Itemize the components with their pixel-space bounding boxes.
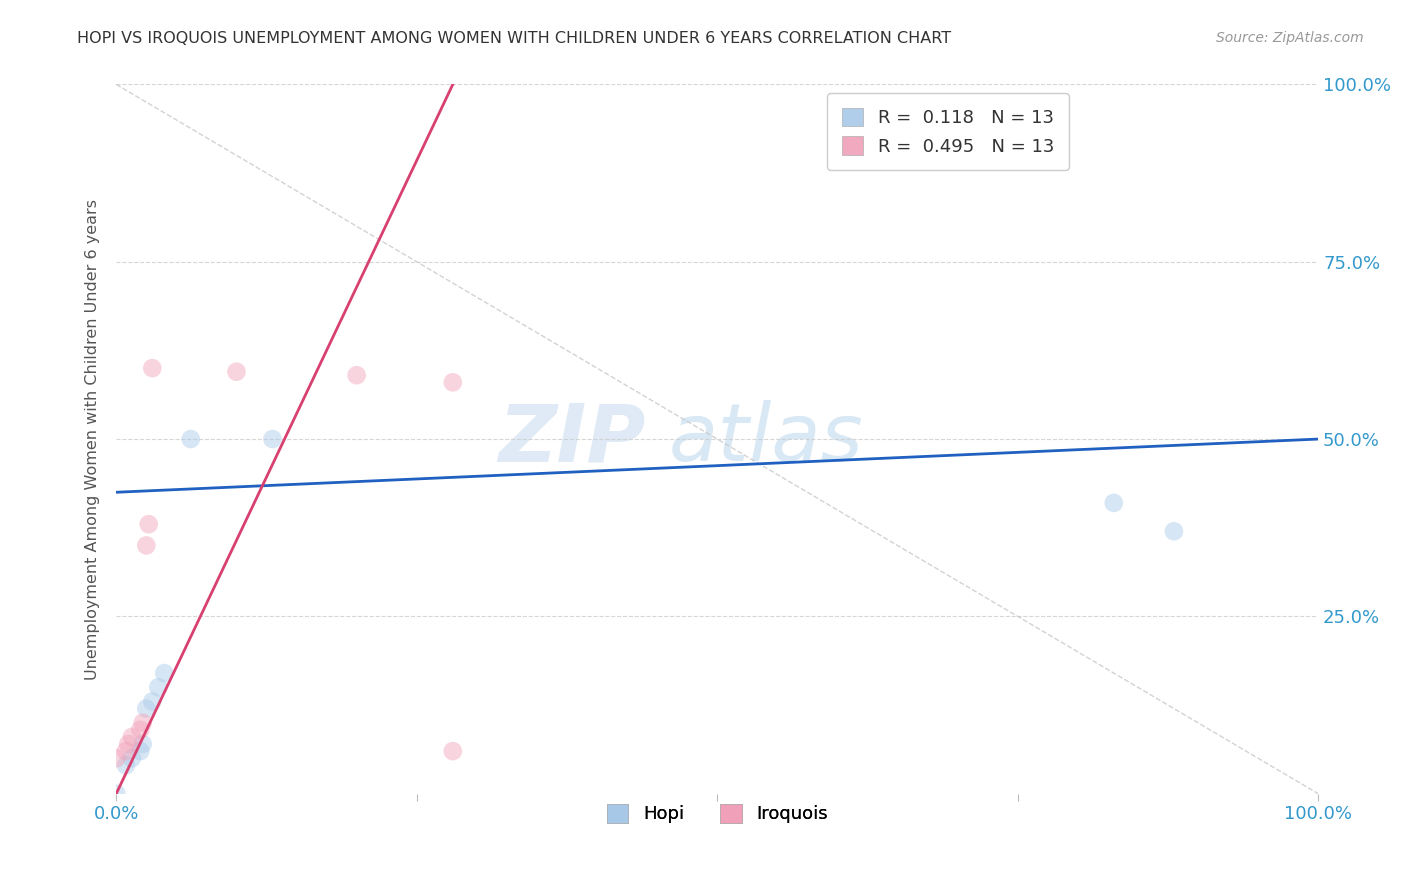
Text: atlas: atlas [669, 400, 863, 478]
Point [1163, 524, 1185, 539]
Point [117, 737, 139, 751]
Point [346, 368, 368, 383]
Point [135, 538, 157, 552]
Point [180, 432, 202, 446]
Point [148, 681, 170, 695]
Point [225, 365, 247, 379]
Point [153, 666, 176, 681]
Text: ZIP: ZIP [498, 400, 645, 478]
Point [105, 751, 128, 765]
Point [141, 361, 163, 376]
Point [441, 376, 464, 390]
Text: HOPI VS IROQUOIS UNEMPLOYMENT AMONG WOMEN WITH CHILDREN UNDER 6 YEARS CORRELATIO: HOPI VS IROQUOIS UNEMPLOYMENT AMONG WOME… [77, 31, 952, 46]
Point [115, 744, 138, 758]
Point [132, 737, 155, 751]
Legend: Hopi, Iroquois: Hopi, Iroquois [592, 789, 842, 838]
Point [132, 715, 155, 730]
Point [129, 723, 152, 737]
Point [115, 758, 138, 772]
Point [1102, 496, 1125, 510]
Point [138, 517, 160, 532]
Text: Source: ZipAtlas.com: Source: ZipAtlas.com [1216, 31, 1364, 45]
Y-axis label: Unemployment Among Women with Children Under 6 years: Unemployment Among Women with Children U… [86, 199, 100, 680]
Point [129, 744, 152, 758]
Point [141, 694, 163, 708]
Point [105, 787, 128, 801]
Point [121, 730, 143, 744]
Point [441, 744, 464, 758]
Point [262, 432, 284, 446]
Point [121, 751, 143, 765]
Point [135, 701, 157, 715]
